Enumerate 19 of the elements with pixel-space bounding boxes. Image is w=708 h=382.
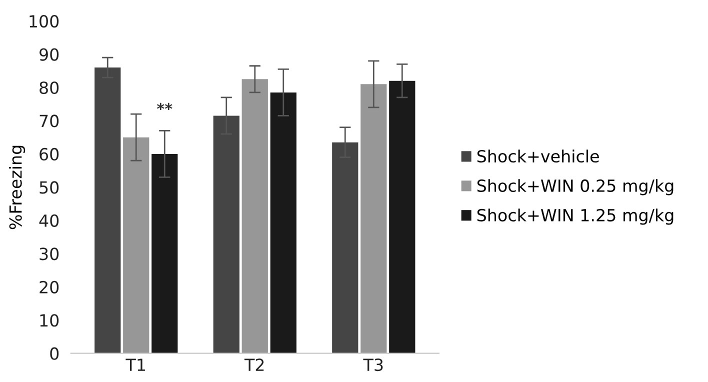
y-tick-label: 60 xyxy=(40,148,59,161)
legend-label: Shock+WIN 0.25 mg/kg xyxy=(477,179,674,196)
y-tick-label: 100 xyxy=(30,14,59,28)
annotation: ** xyxy=(156,102,172,110)
y-tick-label: 40 xyxy=(39,214,59,227)
y-axis-title: %Freezing xyxy=(8,146,26,230)
y-tick-label: 30 xyxy=(40,248,59,260)
y-tick-label: 90 xyxy=(40,48,59,61)
legend-label: Shock+vehicle xyxy=(477,150,599,163)
x-tick-label: T3 xyxy=(363,358,383,372)
y-tick-label: 10 xyxy=(40,314,59,327)
y-tick-label: 20 xyxy=(40,280,59,294)
x-tick-label: T2 xyxy=(244,358,264,371)
x-tick-label: T1 xyxy=(126,358,145,371)
y-tick-label: 50 xyxy=(40,181,59,194)
y-tick-label: 0 xyxy=(50,347,59,360)
y-tick-label: 80 xyxy=(40,81,59,94)
y-tick-label: 70 xyxy=(40,114,59,128)
legend-label: Shock+WIN 1.25 mg/kg xyxy=(477,208,674,225)
